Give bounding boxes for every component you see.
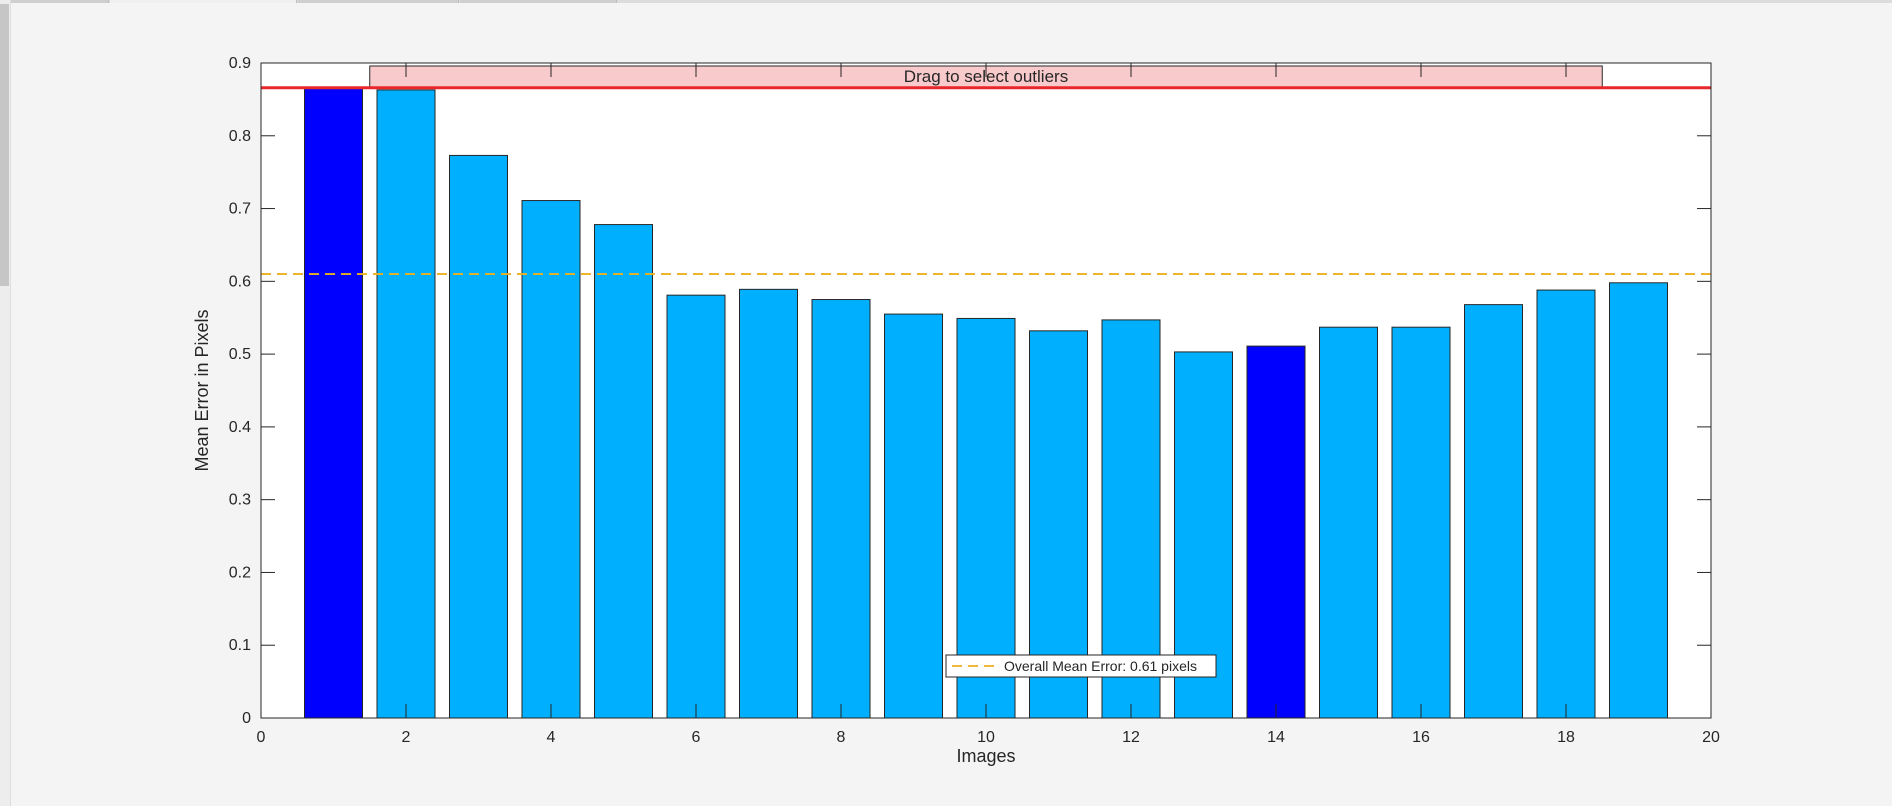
bar-image-9[interactable]: [884, 313, 943, 719]
y-tick-label: 0.2: [229, 564, 251, 581]
tab-4[interactable]: [460, 0, 617, 3]
bar-image-14[interactable]: [1246, 345, 1306, 719]
bar-image-8[interactable]: [811, 299, 871, 719]
y-tick-label: 0.4: [229, 419, 251, 436]
bar-image-1[interactable]: [304, 87, 363, 719]
x-tick-label: 2: [402, 729, 411, 746]
bar-image-16[interactable]: [1391, 326, 1451, 719]
x-tick-label: 0: [257, 729, 266, 746]
y-tick-label: 0.1: [229, 637, 251, 654]
vertical-scrollbar[interactable]: [0, 0, 11, 806]
tab-1[interactable]: [0, 0, 109, 3]
x-tick-label: 6: [692, 729, 701, 746]
bar-image-18[interactable]: [1536, 289, 1596, 719]
tab-2[interactable]: [110, 0, 297, 3]
bar-image-12[interactable]: [1101, 319, 1161, 719]
x-tick-label: 4: [547, 729, 556, 746]
x-tick-label: 18: [1557, 729, 1575, 746]
y-tick-label: 0: [242, 710, 251, 727]
y-tick-label: 0.5: [229, 346, 251, 363]
y-axis-label: Mean Error in Pixels: [192, 309, 212, 471]
bar-image-3[interactable]: [449, 154, 508, 719]
x-tick-label: 12: [1122, 729, 1140, 746]
x-tick-label: 16: [1412, 729, 1430, 746]
x-tick-label: 20: [1702, 729, 1720, 746]
bar-image-17[interactable]: [1464, 304, 1523, 719]
bar-image-7[interactable]: [739, 288, 798, 719]
bar-image-11[interactable]: [1029, 330, 1088, 719]
bar-image-10[interactable]: [956, 317, 1016, 719]
y-tick-label: 0.9: [229, 55, 251, 72]
tab-3[interactable]: [298, 0, 459, 3]
tab-strip: [0, 0, 1892, 3]
y-tick-label: 0.7: [229, 201, 251, 218]
x-tick-label: 14: [1267, 729, 1285, 746]
y-tick-label: 0.8: [229, 128, 251, 145]
legend-label: Overall Mean Error: 0.61 pixels: [1004, 658, 1197, 674]
x-tick-label: 10: [977, 729, 995, 746]
x-axis-label: Images: [956, 746, 1015, 766]
bar-image-19[interactable]: [1609, 282, 1668, 719]
bar-image-15[interactable]: [1319, 326, 1378, 719]
bar-image-6[interactable]: [666, 294, 726, 719]
x-tick-label: 8: [837, 729, 846, 746]
bar-image-5[interactable]: [594, 224, 653, 719]
scrollbar-thumb[interactable]: [0, 4, 9, 286]
legend: Overall Mean Error: 0.61 pixels: [945, 654, 1217, 678]
y-tick-label: 0.6: [229, 273, 251, 290]
bars-group: [304, 87, 1668, 719]
bar-image-4[interactable]: [521, 200, 581, 719]
y-tick-labels: 0 0.1 0.2 0.3 0.4 0.5 0.6 0.7 0.8 0.9: [229, 55, 251, 727]
x-tick-labels: 0 2 4 6 8 10 12 14 16 18 20: [257, 729, 1720, 746]
bar-image-2[interactable]: [376, 89, 436, 719]
y-tick-label: 0.3: [229, 492, 251, 509]
axis-ticks: [260, 62, 1712, 719]
